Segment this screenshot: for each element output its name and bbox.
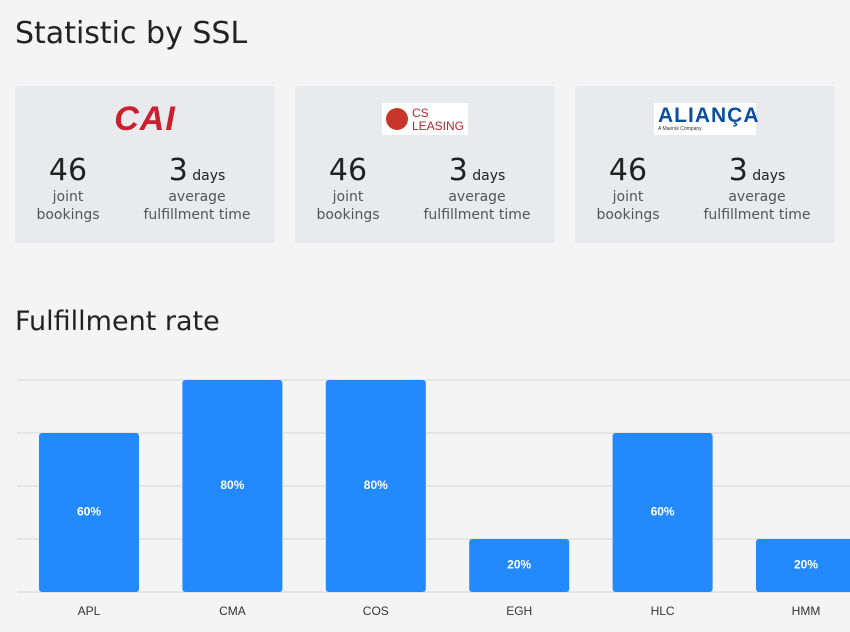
- logo-text: CS: [412, 106, 429, 120]
- bar: [325, 380, 426, 592]
- value-label: 60%: [77, 505, 101, 519]
- ssl-card: ALIANÇA A Maersk Company 46 joint bookings 3…: [575, 86, 835, 243]
- bookings-value: 46: [328, 153, 368, 188]
- value-label: 80%: [220, 478, 244, 492]
- x-tick-label: HMM: [792, 604, 821, 618]
- ssl-card: CS LEASING 46 joint bookings 3 days average f…: [295, 86, 555, 243]
- x-tick-label: EGH: [506, 604, 532, 618]
- time-stat: 3 days average fulfillment time: [697, 154, 817, 224]
- time-unit: days: [752, 168, 786, 184]
- x-tick-label: CMA: [219, 604, 246, 618]
- value-label: 20%: [507, 558, 531, 572]
- time-value: 3: [448, 153, 468, 188]
- time-row: 3 days: [417, 154, 537, 188]
- value-label: 80%: [364, 478, 388, 492]
- bar: [612, 433, 713, 592]
- time-label: average fulfillment time: [703, 189, 811, 223]
- section-title: Fulfillment rate: [15, 306, 220, 337]
- x-tick-label: COS: [363, 604, 389, 618]
- value-label: 20%: [794, 558, 818, 572]
- logo-box: ALIANÇA A Maersk Company: [654, 103, 759, 135]
- logo-icon: [386, 108, 408, 130]
- chart: 60% APL 80% CMA 80% COS 20% EGH 60% HLC 20% HMM: [17, 379, 850, 618]
- time-label: average fulfillment time: [143, 189, 251, 223]
- bookings-label: joint bookings: [596, 189, 660, 223]
- value-label: 60%: [651, 505, 675, 519]
- bar: [756, 539, 850, 592]
- time-stat: 3 days average fulfillment time: [137, 154, 257, 224]
- bookings-stat: 46 joint bookings: [23, 154, 113, 224]
- logo-text: CAI: [114, 99, 176, 138]
- page-title: Statistic by SSL: [15, 16, 248, 51]
- bar: [182, 380, 283, 592]
- logo-text: LEASING: [412, 119, 465, 133]
- bookings-label: joint bookings: [36, 189, 100, 223]
- logo-box: CS LEASING: [382, 103, 468, 135]
- time-row: 3 days: [137, 154, 257, 188]
- x-tick-label: APL: [78, 604, 101, 618]
- logo-text: A Maersk Company: [658, 126, 702, 132]
- time-unit: days: [472, 168, 506, 184]
- logo-text: ALIANÇA: [658, 104, 760, 127]
- time-value: 3: [168, 153, 188, 188]
- bookings-stat: 46 joint bookings: [303, 154, 393, 224]
- bookings-value: 46: [608, 153, 648, 188]
- bookings-value: 46: [48, 153, 88, 188]
- bar: [39, 433, 139, 592]
- bookings-stat: 46 joint bookings: [583, 154, 673, 224]
- time-value: 3: [728, 153, 748, 188]
- time-label: average fulfillment time: [423, 189, 531, 223]
- x-tick-label: HLC: [651, 604, 675, 618]
- logo: CAI: [15, 99, 275, 138]
- bar: [469, 539, 570, 592]
- time-unit: days: [192, 168, 226, 184]
- bookings-label: joint bookings: [316, 189, 380, 223]
- time-stat: 3 days average fulfillment time: [417, 154, 537, 224]
- ssl-card: CAI 46 joint bookings 3 days average fulfill…: [15, 86, 275, 243]
- logo: CS LEASING: [295, 102, 555, 136]
- time-row: 3 days: [697, 154, 817, 188]
- logo: ALIANÇA A Maersk Company: [575, 102, 835, 136]
